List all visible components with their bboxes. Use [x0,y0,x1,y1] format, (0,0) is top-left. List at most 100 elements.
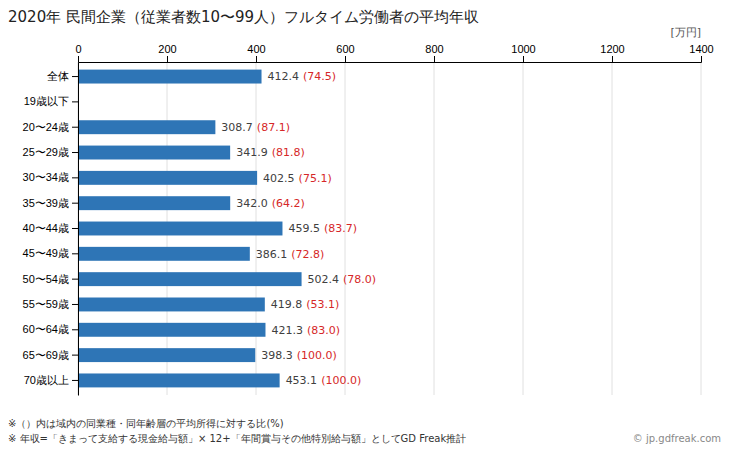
tick-label: 全体 [47,70,69,82]
unit-label: [万円] [670,26,701,39]
bar [78,70,262,84]
bar [78,120,215,134]
ratio-label: (100.0) [321,374,361,387]
axis-line [79,56,702,63]
bar [78,171,257,185]
ratio-label: (100.0) [297,349,337,362]
data-label: 386.1 [256,248,288,261]
tick-label: 35〜39歳 [23,197,69,209]
data-label: 341.9 [236,146,268,159]
tick-label: 30〜34歳 [23,171,69,183]
data-label: 421.3 [271,324,303,337]
tick: 60〜64歳 [23,323,78,335]
tick-mark [72,101,78,102]
ratio-label: (87.1) [257,121,290,134]
ratio-label: (74.5) [303,70,336,83]
tick-label: 65〜69歳 [23,349,69,361]
tick: 35〜39歳 [23,197,78,209]
tick-label: 400 [247,43,265,55]
tick: 1000 [511,43,535,62]
data-label: 398.3 [261,349,293,362]
footnote: ※（）内は域内の同業種・同年齢層の平均所得に対する比(%) [8,418,284,429]
tick-label: 19歳以下 [24,95,69,107]
tick-label: 1000 [511,43,535,55]
tick-label: 800 [425,43,443,55]
tick-mark [72,127,78,128]
tick-mark [72,355,78,356]
data-label: 402.5 [263,172,295,185]
tick-mark [612,56,613,62]
grid [78,62,701,395]
tick-mark [72,253,78,254]
grid-line [434,62,435,395]
tick: 55〜59歳 [23,298,78,310]
data-label: 419.8 [271,298,303,311]
tick-mark [72,279,78,280]
grid-line [612,62,613,395]
tick: 1200 [600,43,624,62]
tick: 全体 [47,70,78,82]
tick-mark [523,56,524,62]
tick-label: 0 [75,43,81,55]
tick: 20〜24歳 [23,121,78,133]
tick: 600 [336,43,354,62]
tick-mark [256,56,257,62]
ratio-label: (53.1) [306,298,339,311]
tick-label: 200 [158,43,176,55]
tick: 25〜29歳 [23,146,78,158]
bar [78,348,255,362]
grid-line [701,62,702,395]
tick: 200 [158,43,176,62]
tick-mark [72,203,78,204]
tick: 30〜34歳 [23,171,78,183]
tick-mark [167,56,168,62]
bar [78,196,230,210]
tick-label: 25〜29歳 [23,146,69,158]
tick-label: 60〜64歳 [23,323,69,335]
bar [78,323,265,337]
data-label: 412.4 [268,70,300,83]
tick-label: 50〜54歳 [23,273,69,285]
tick: 50〜54歳 [23,273,78,285]
bar [78,298,265,312]
tick: 40〜44歳 [23,222,78,234]
ratio-label: (64.2) [272,197,305,210]
ratio-label: (75.1) [299,172,332,185]
tick-label: 20〜24歳 [23,121,69,133]
tick-label: 1200 [600,43,624,55]
tick: 800 [425,43,443,62]
tick: 19歳以下 [24,95,78,107]
ratio-label: (83.7) [324,222,357,235]
tick-mark [72,304,78,305]
tick-mark [701,56,702,62]
tick: 65〜69歳 [23,349,78,361]
bar [78,222,282,236]
y-axis: 全体 19歳以下 20〜24歳 25〜29歳 30〜34歳 35〜39歳 40〜44歳 45〜… [23,63,79,396]
tick-label: 40〜44歳 [23,222,69,234]
grid-line [523,62,524,395]
tick: 400 [247,43,265,62]
axis-line [78,63,79,396]
ratio-label: (81.8) [272,146,305,159]
bar [78,247,250,261]
tick-label: 70歳以上 [24,374,69,386]
tick-mark [72,228,78,229]
tick-label: 55〜59歳 [23,298,69,310]
watermark: © jp.gdfreak.com [633,433,721,444]
tick: 70歳以上 [24,374,78,386]
tick: 0 [75,43,81,62]
data-label: 453.1 [286,374,318,387]
ratio-label: (72.8) [291,248,324,261]
bar [78,373,280,387]
tick-mark [72,152,78,153]
tick-label: 1400 [689,43,713,55]
data-label: 459.5 [288,222,320,235]
x-axis: 0 200 400 600 800 1000 1200 1400 [75,43,713,63]
tick-mark [72,329,78,330]
tick-mark [78,56,79,62]
tick-mark [72,380,78,381]
bars [78,70,302,388]
footnote: ※ 年収=「きまって支給する現金給与額」× 12+「年間賞与その他特別給与額」と… [8,433,466,444]
tick: 45〜49歳 [23,247,78,259]
ratio-label: (83.0) [307,324,340,337]
